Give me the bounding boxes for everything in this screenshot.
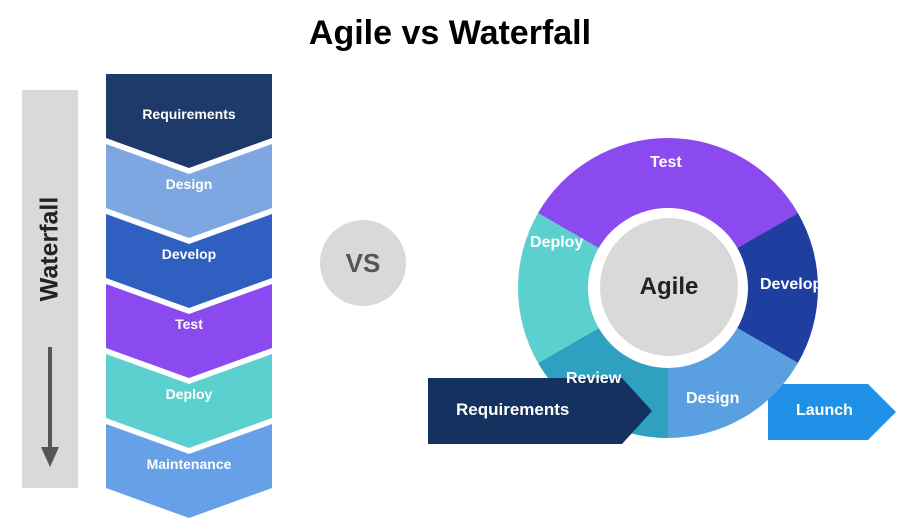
arrow-down-icon: [39, 347, 61, 472]
diagram-canvas: Agile vs Waterfall Waterfall Requirement…: [0, 0, 900, 522]
waterfall-label: Waterfall: [36, 197, 65, 302]
agile-review-label: Review: [566, 370, 621, 388]
agile-develop-label: Develop: [760, 276, 822, 294]
chevron-label: Design: [106, 176, 272, 192]
agile-requirements-label: Requirements: [456, 400, 569, 420]
chevron-label: Deploy: [106, 386, 272, 402]
chevron-label: Maintenance: [106, 456, 272, 472]
agile-test-label: Test: [650, 154, 682, 172]
chevron-label: Develop: [106, 246, 272, 262]
chevron-label: Test: [106, 316, 272, 332]
chevron-label: Requirements: [106, 106, 272, 122]
page-title: Agile vs Waterfall: [0, 14, 900, 53]
waterfall-label-bar: Waterfall: [22, 90, 78, 488]
chevron-maintenance: Maintenance: [106, 424, 272, 518]
agile-deploy-label: Deploy: [530, 234, 583, 252]
agile-hub: Agile: [600, 218, 738, 356]
vs-badge: VS: [320, 220, 406, 306]
agile-design-label: Design: [686, 390, 739, 408]
waterfall-chevrons: Requirements Design Develop Test Deploy …: [106, 74, 272, 514]
agile-cycle: Launch Test Develop Design Review: [428, 88, 888, 508]
